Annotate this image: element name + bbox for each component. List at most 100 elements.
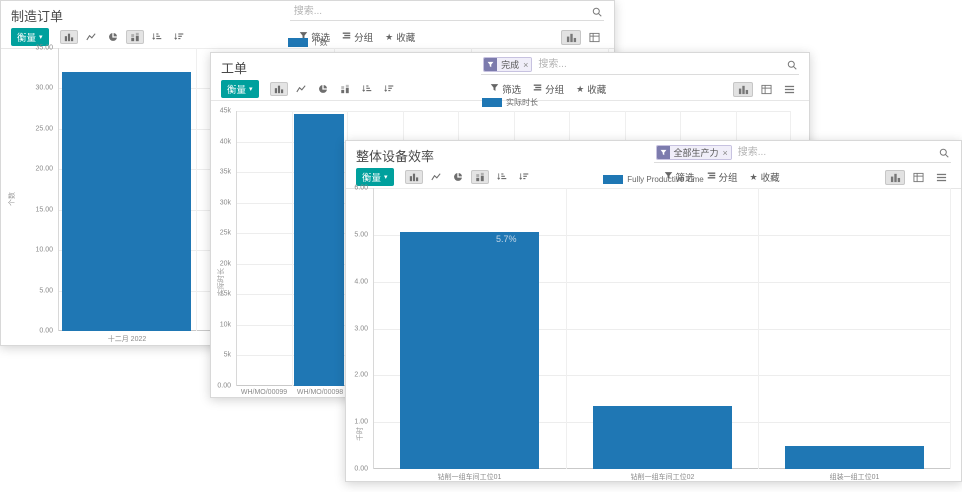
facet-filter-icon: [484, 58, 498, 71]
y-tick-label: 10k: [219, 321, 231, 329]
measures-label: 衡量: [362, 173, 382, 184]
sort-desc-icon-button[interactable]: [515, 170, 533, 184]
pie-chart-icon-button[interactable]: [314, 82, 332, 96]
search-panel: [289, 4, 604, 21]
page-title: 整体设备效率: [356, 149, 435, 164]
favorites-menu-button[interactable]: ★ 收藏: [385, 30, 415, 44]
favorite-star-icon: ★: [576, 83, 585, 94]
facet-label: 完成: [497, 58, 524, 71]
view-list-button[interactable]: [779, 82, 799, 97]
favorites-menu-button[interactable]: ★ 收藏: [750, 170, 780, 184]
search-bar: 全部生产力 ×: [653, 144, 951, 163]
measures-button[interactable]: 衡量 ▾: [221, 80, 259, 98]
groupby-menu-button[interactable]: 分组: [342, 30, 373, 44]
bar[interactable]: [400, 232, 539, 469]
search-icon[interactable]: [939, 148, 949, 158]
bar-chart-icon-button[interactable]: [59, 30, 78, 44]
y-tick-label: 0.00: [217, 382, 231, 390]
x-tick-label: WH/MO/00099: [240, 389, 288, 396]
sort-desc-icon-button[interactable]: [380, 82, 398, 96]
legend-swatch: [603, 175, 624, 184]
chart-legend[interactable]: Fully Productive Time: [346, 175, 961, 184]
chart-plot[interactable]: 6.00 5.00 4.00 3.00 2.00 1.00 0.00 钻削一组车间工位01 钻削…: [354, 185, 951, 481]
x-tick-label: 组装一组工位01: [829, 474, 880, 481]
x-tick-label: 十二月 2022: [107, 336, 147, 343]
sort-desc-icon-button[interactable]: [170, 30, 188, 44]
filters-menu-button[interactable]: 筛选: [490, 82, 521, 96]
line-chart-icon-button[interactable]: [427, 170, 445, 184]
facet-remove-icon[interactable]: ×: [722, 146, 731, 159]
filters-menu-button[interactable]: 筛选: [299, 30, 330, 44]
view-pivot-button[interactable]: [584, 30, 604, 45]
bar[interactable]: [62, 72, 191, 331]
chart-legend[interactable]: 个数: [1, 37, 614, 48]
measures-button[interactable]: 衡量 ▾: [356, 168, 394, 186]
search-bar: 完成 ×: [481, 56, 799, 75]
grid-line: [566, 188, 567, 469]
search-icon[interactable]: [787, 60, 797, 70]
groupby-menu-button[interactable]: 分组: [533, 82, 564, 96]
filter-icon: [664, 171, 673, 183]
x-tick-label: 钻削一组车间工位02: [630, 474, 695, 481]
group-by-icon: [342, 31, 351, 43]
chart-legend[interactable]: 实际时长: [211, 97, 809, 108]
bar[interactable]: [785, 446, 924, 469]
chart-type-buttons: [56, 30, 188, 44]
measures-button[interactable]: 衡量 ▾: [11, 28, 49, 46]
bar[interactable]: [294, 114, 344, 386]
x-tick-label: WH/MO/00098: [296, 389, 344, 396]
search-input[interactable]: [536, 58, 783, 71]
grid-line: [950, 188, 951, 469]
y-tick-label: 40k: [219, 138, 231, 146]
line-chart-icon-button[interactable]: [82, 30, 100, 44]
y-tick-label: 15k: [219, 290, 231, 298]
sort-asc-icon-button[interactable]: [493, 170, 511, 184]
view-switcher: [733, 81, 799, 97]
filter-icon: [299, 31, 308, 43]
y-tick-label: 20k: [219, 260, 231, 268]
view-graph-button[interactable]: [733, 81, 753, 97]
caret-down-icon: ▾: [39, 33, 43, 41]
favorites-menu-button[interactable]: ★ 收藏: [576, 82, 606, 96]
search-options: 筛选 分组 ★ 收藏: [664, 170, 780, 184]
search-facet[interactable]: 完成 ×: [483, 57, 533, 72]
line-chart-icon-button[interactable]: [292, 82, 310, 96]
groupby-label: 分组: [545, 85, 565, 96]
view-graph-button[interactable]: [561, 29, 581, 45]
filters-menu-button[interactable]: 筛选: [664, 170, 695, 184]
control-panel: 整体设备效率 全部生产力 ×: [346, 141, 961, 166]
pie-chart-icon-button[interactable]: [449, 170, 467, 184]
sort-asc-icon-button[interactable]: [148, 30, 166, 44]
y-tick-label: 1.00: [354, 418, 368, 426]
search-icon[interactable]: [592, 7, 602, 17]
bar[interactable]: [593, 406, 732, 469]
y-axis-line: [58, 48, 59, 331]
y-tick-label: 30k: [219, 199, 231, 207]
sort-asc-icon-button[interactable]: [358, 82, 376, 96]
view-list-button[interactable]: [931, 170, 951, 185]
groupby-menu-button[interactable]: 分组: [707, 170, 738, 184]
view-graph-button[interactable]: [885, 169, 905, 185]
pie-chart-icon-button[interactable]: [104, 30, 122, 44]
search-input[interactable]: [291, 5, 588, 18]
stacked-bar-icon-button[interactable]: [125, 30, 144, 44]
search-input[interactable]: [735, 146, 935, 159]
facet-remove-icon[interactable]: ×: [523, 58, 532, 71]
y-tick-label: 25k: [219, 229, 231, 237]
view-pivot-button[interactable]: [756, 82, 776, 97]
legend-label: 实际时长: [506, 98, 538, 107]
y-axis-line: [373, 188, 374, 469]
bar-chart-icon-button[interactable]: [404, 170, 423, 184]
y-tick-label: 45k: [219, 107, 231, 115]
view-pivot-button[interactable]: [908, 170, 928, 185]
y-tick-label: 5k: [223, 351, 231, 359]
search-facet[interactable]: 全部生产力 ×: [655, 145, 732, 160]
control-panel: 制造订单: [1, 1, 614, 26]
page-title: 工单: [221, 61, 248, 76]
bar-chart-icon-button[interactable]: [269, 82, 288, 96]
stacked-bar-icon-button[interactable]: [336, 82, 354, 96]
stacked-bar-icon-button[interactable]: [470, 170, 489, 184]
window-oee: 整体设备效率 全部生产力 × 衡量 ▾: [345, 140, 962, 482]
legend-swatch: [482, 98, 502, 107]
